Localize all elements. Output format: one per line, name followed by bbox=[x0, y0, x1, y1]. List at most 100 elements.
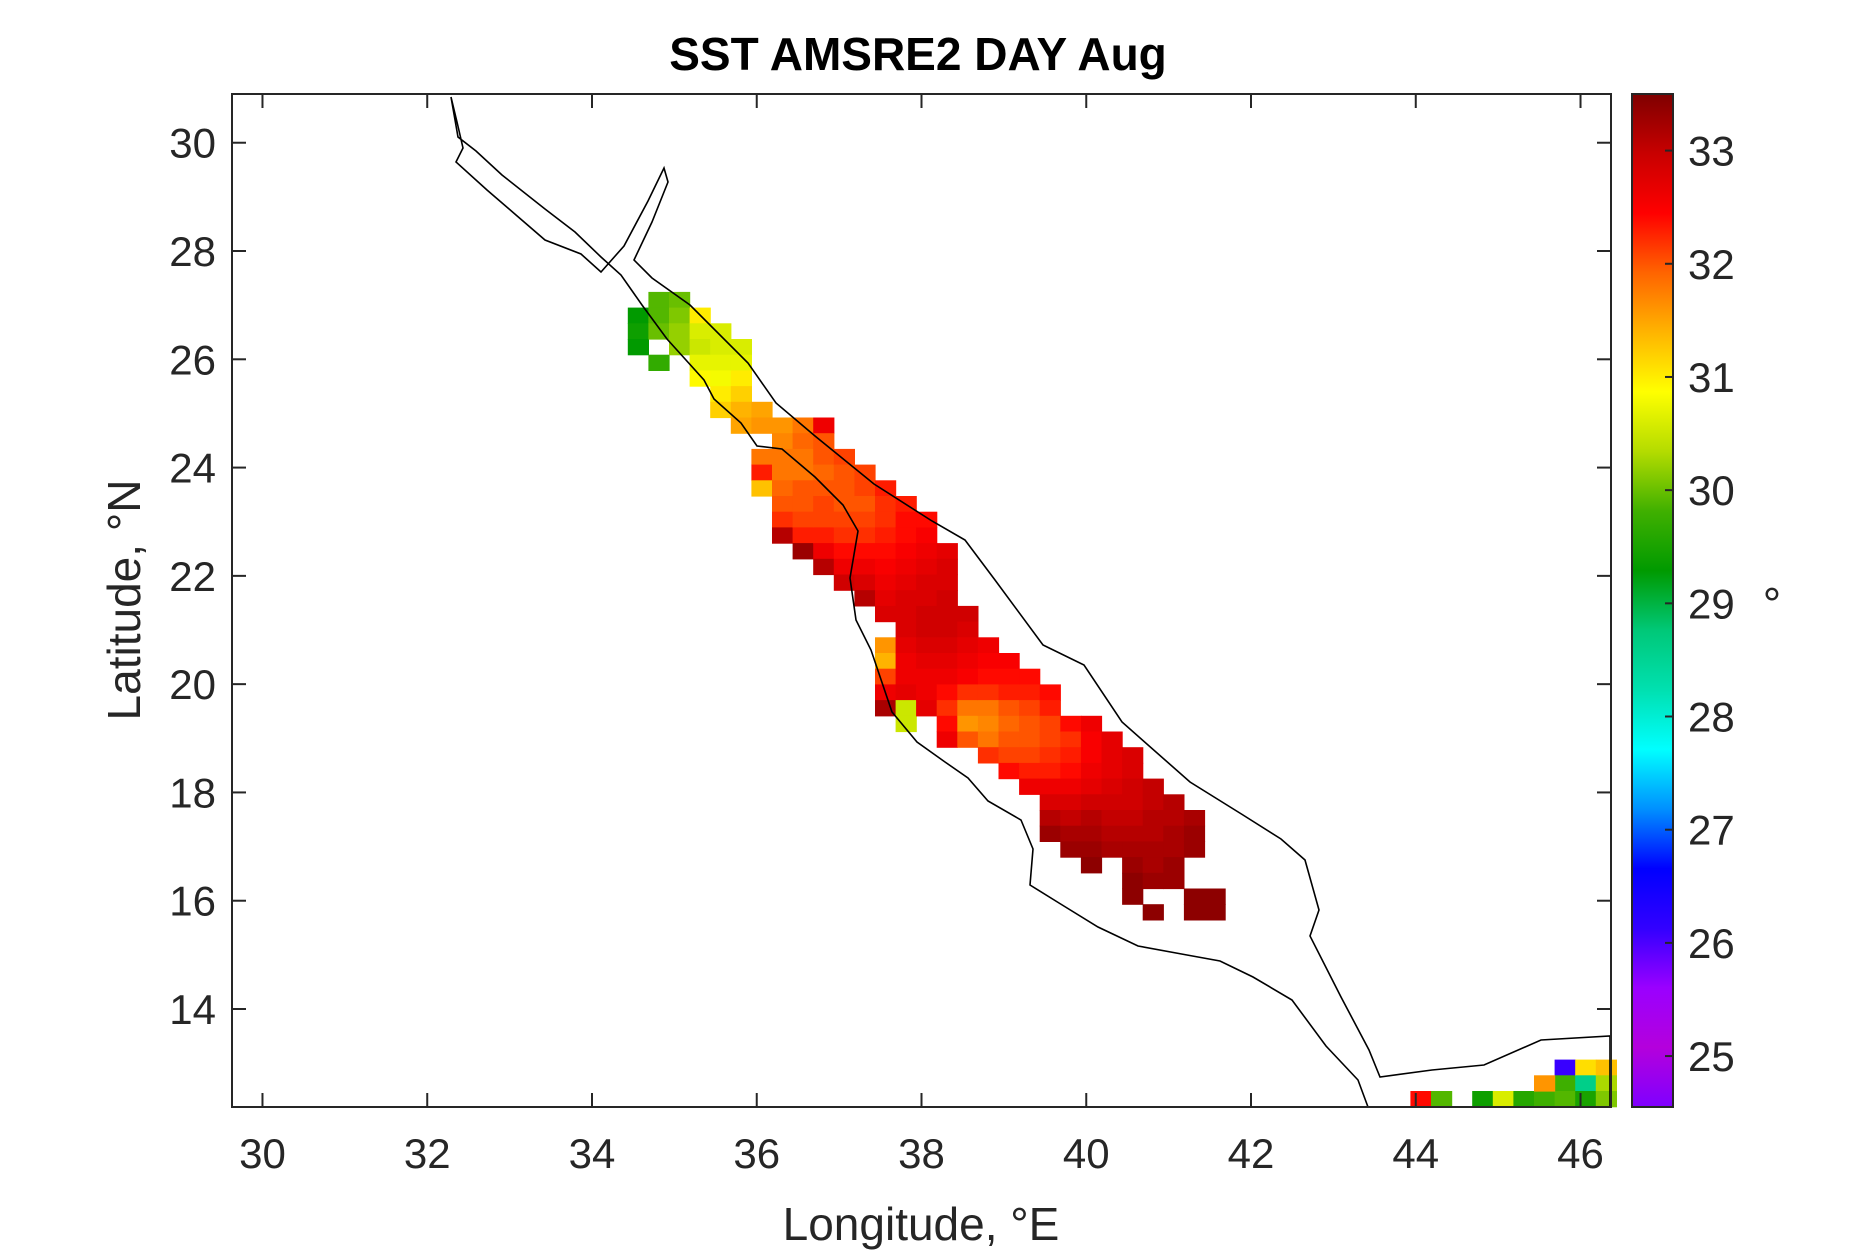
sst-cell bbox=[689, 339, 711, 356]
sst-cell bbox=[1080, 794, 1103, 811]
colorbar-unit-label: ° bbox=[1763, 578, 1781, 630]
sst-cell bbox=[730, 339, 752, 356]
sst-cell bbox=[998, 668, 1020, 685]
sst-cell bbox=[813, 558, 835, 576]
sst-cell bbox=[1163, 825, 1185, 842]
sst-cell bbox=[916, 668, 938, 685]
sst-cell bbox=[1080, 810, 1103, 827]
sst-cell bbox=[998, 700, 1020, 717]
sst-cell bbox=[854, 558, 876, 576]
sst-cell bbox=[895, 700, 917, 717]
sst-cell bbox=[689, 323, 711, 340]
sst-cell bbox=[689, 354, 711, 371]
sst-cell bbox=[792, 433, 814, 450]
sst-cell bbox=[916, 637, 938, 654]
sst-cell bbox=[710, 386, 732, 403]
sst-cell bbox=[1060, 810, 1082, 827]
sst-cell bbox=[792, 480, 814, 497]
sst-cell bbox=[1183, 904, 1206, 921]
sst-cell bbox=[957, 700, 979, 717]
sst-cell bbox=[627, 339, 649, 356]
y-tick-label: 24 bbox=[169, 445, 216, 492]
sst-cell bbox=[895, 684, 917, 701]
sst-cell bbox=[751, 417, 773, 434]
sst-cell bbox=[916, 605, 938, 623]
colorbar-tick-label: 29 bbox=[1688, 580, 1735, 627]
sst-cell bbox=[1122, 872, 1144, 890]
sst-cell bbox=[895, 668, 917, 685]
sst-cell bbox=[1513, 1091, 1535, 1108]
sst-cell bbox=[833, 543, 855, 560]
sst-cell bbox=[1080, 762, 1103, 780]
sst-cell bbox=[1039, 747, 1061, 764]
sst-cell bbox=[1080, 857, 1103, 874]
sst-cell bbox=[1122, 778, 1144, 795]
y-tick-label: 16 bbox=[169, 878, 216, 925]
sst-cell bbox=[895, 715, 917, 733]
sst-cell bbox=[1142, 857, 1164, 874]
y-tick-label: 20 bbox=[169, 661, 216, 708]
sst-cell bbox=[813, 464, 835, 481]
sst-cell bbox=[813, 496, 835, 513]
sst-cell bbox=[1122, 810, 1144, 827]
sst-cell bbox=[1080, 731, 1103, 748]
sst-cell bbox=[936, 653, 958, 670]
x-tick-label: 42 bbox=[1228, 1130, 1275, 1177]
x-tick-label: 40 bbox=[1063, 1130, 1110, 1177]
sst-cell bbox=[1039, 715, 1061, 733]
sst-cell bbox=[710, 323, 732, 340]
sst-cell bbox=[730, 401, 752, 419]
sst-cell bbox=[772, 448, 794, 466]
sst-cell bbox=[998, 715, 1020, 733]
sst-cell bbox=[1142, 794, 1164, 811]
sst-cell bbox=[957, 653, 979, 670]
sst-cell bbox=[1101, 794, 1123, 811]
sst-cell bbox=[895, 558, 917, 576]
sst-cell bbox=[669, 339, 691, 356]
sst-cell bbox=[875, 605, 897, 623]
sst-cell bbox=[772, 496, 794, 513]
sst-cell bbox=[813, 543, 835, 560]
sst-cell bbox=[916, 590, 938, 607]
sst-cell bbox=[1101, 747, 1123, 764]
sst-cell bbox=[936, 684, 958, 701]
sst-cell bbox=[1019, 762, 1041, 780]
sst-cell bbox=[875, 543, 897, 560]
colorbar-tick-label: 28 bbox=[1688, 694, 1735, 741]
sst-cell bbox=[792, 448, 814, 466]
plot-area: 30 32 34 36 38 40 42 44 46 14 16 18 20 22 24 26 28 30 bbox=[169, 93, 1617, 1177]
sst-cell bbox=[648, 291, 670, 309]
sst-cell bbox=[1080, 778, 1103, 795]
sst-cell bbox=[772, 527, 794, 544]
sst-cell bbox=[854, 527, 876, 544]
sst-cell bbox=[895, 621, 917, 638]
x-tick-label: 30 bbox=[239, 1130, 286, 1177]
sst-cell bbox=[957, 684, 979, 701]
sst-cell bbox=[936, 668, 958, 685]
sst-cell bbox=[1142, 904, 1164, 921]
sst-cell bbox=[854, 590, 876, 607]
sst-cell bbox=[1142, 810, 1164, 827]
sst-cell bbox=[1163, 810, 1185, 827]
sst-cell bbox=[1142, 872, 1164, 890]
sst-cell bbox=[1060, 762, 1082, 780]
sst-cell bbox=[936, 574, 958, 591]
y-tick-label: 26 bbox=[169, 336, 216, 383]
y-tick-label: 22 bbox=[169, 553, 216, 600]
sst-cell bbox=[1039, 684, 1061, 701]
colorbar-tick-label: 25 bbox=[1688, 1033, 1735, 1080]
sst-cell bbox=[916, 511, 938, 528]
colorbar-tick-label: 30 bbox=[1688, 467, 1735, 514]
chart-title: SST AMSRE2 DAY Aug bbox=[669, 28, 1167, 80]
x-axis-ticks: 30 32 34 36 38 40 42 44 46 bbox=[239, 94, 1604, 1177]
sst-cell bbox=[1019, 700, 1041, 717]
sst-cell bbox=[957, 605, 979, 623]
colorbar-tick-label: 26 bbox=[1688, 920, 1735, 967]
sst-cell bbox=[895, 590, 917, 607]
sst-cell bbox=[1039, 825, 1061, 842]
sst-cell bbox=[730, 417, 752, 434]
sst-cell bbox=[1019, 668, 1041, 685]
sst-cell bbox=[1492, 1091, 1514, 1108]
sst-cell bbox=[1142, 778, 1164, 795]
sst-cell bbox=[813, 511, 835, 528]
